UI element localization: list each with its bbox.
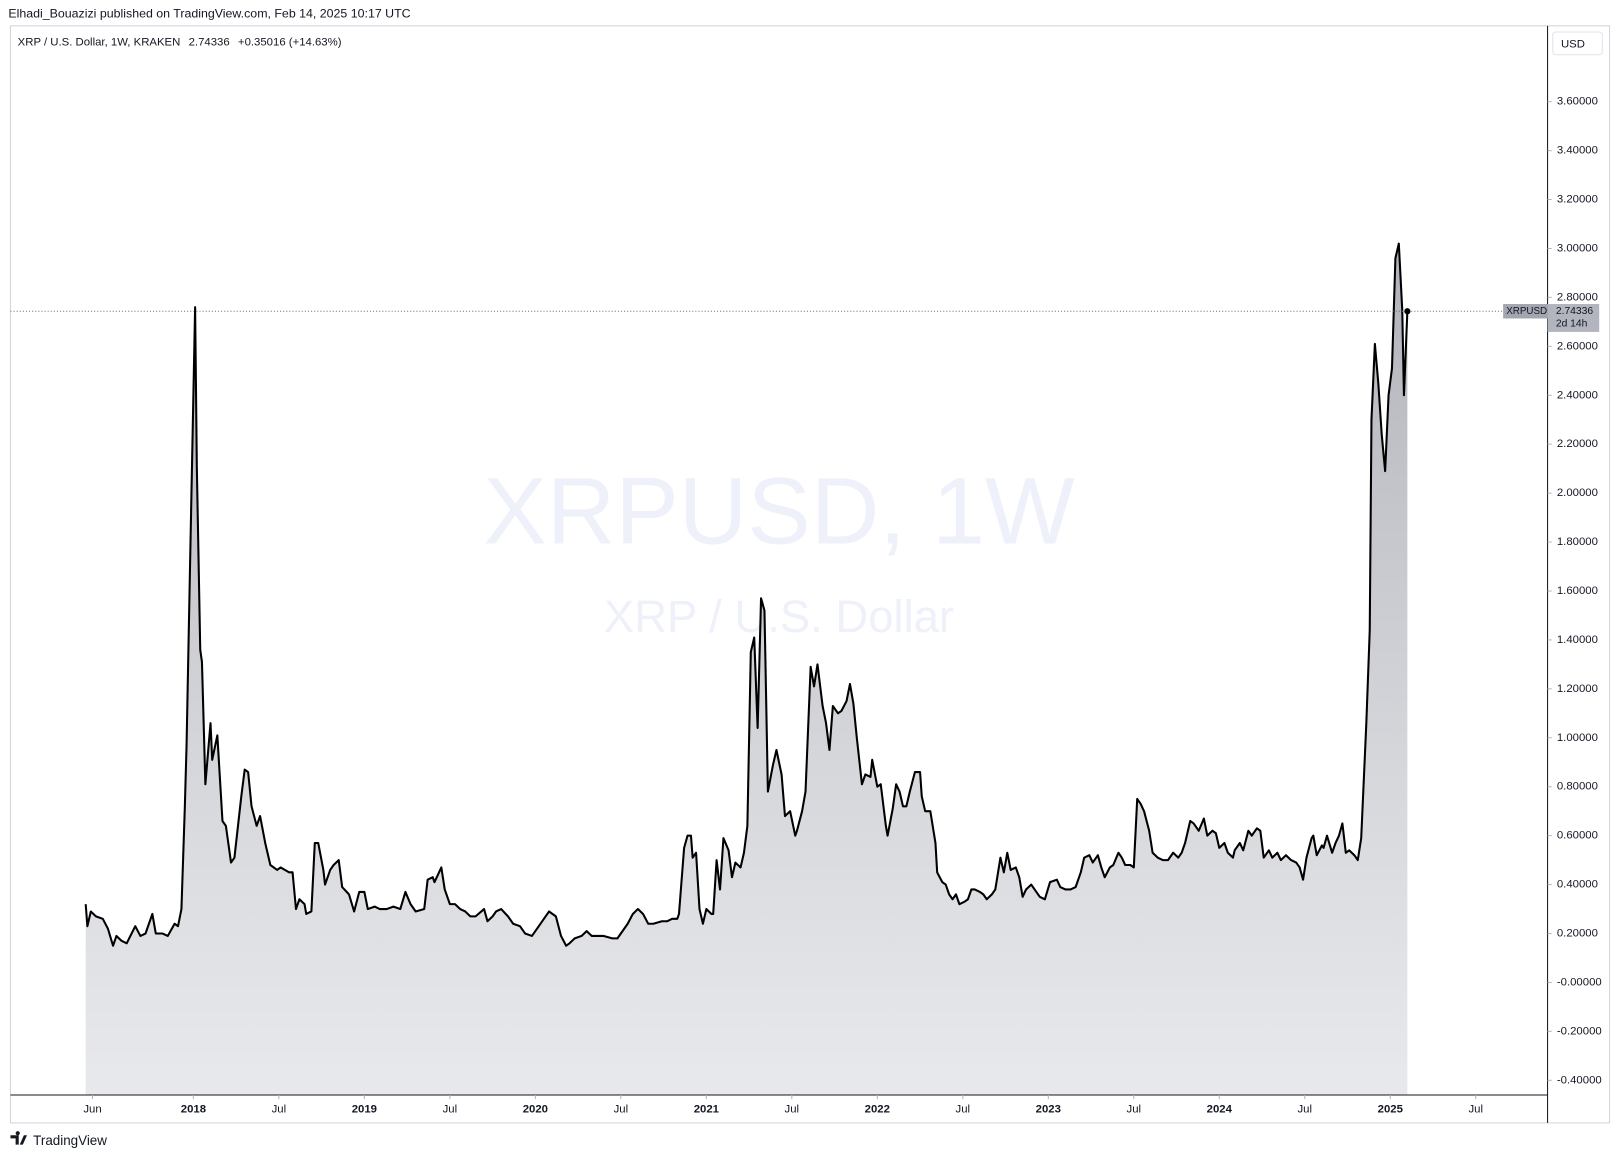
price-tag-value: 2.74336 xyxy=(1556,306,1594,317)
legend: XRP / U.S. Dollar, 1W, KRAKEN 2.74336 +0.3… xyxy=(18,36,342,48)
watermark-subtitle: XRP / U.S. Dollar xyxy=(604,591,954,642)
price-line xyxy=(84,242,1409,947)
x-tick-label: 2021 xyxy=(694,1103,719,1115)
y-tick-label: 1.60000 xyxy=(1557,585,1598,597)
logo-mark xyxy=(10,1131,27,1145)
y-tick-label: 0.20000 xyxy=(1557,928,1598,940)
x-tick-label: 2024 xyxy=(1207,1103,1233,1115)
publisher-header: Elhadi_Bouazizi published on TradingView… xyxy=(8,7,410,21)
y-tick-label: 1.20000 xyxy=(1557,683,1598,695)
x-tick-label: 2018 xyxy=(181,1103,206,1115)
y-tick-label: 2.40000 xyxy=(1557,389,1598,401)
y-tick-label: 1.80000 xyxy=(1557,536,1598,548)
currency-label[interactable]: USD xyxy=(1561,38,1585,50)
symbol-tag xyxy=(1503,304,1548,319)
y-tick-label: 1.40000 xyxy=(1557,634,1598,646)
chart-frame xyxy=(9,25,1611,1124)
x-tick-label: 2020 xyxy=(523,1103,548,1115)
x-tick-label: 2025 xyxy=(1378,1103,1403,1115)
y-tick-label: 2.20000 xyxy=(1557,438,1598,450)
y-tick-label: 3.40000 xyxy=(1557,145,1598,157)
x-tick-label: 2022 xyxy=(865,1103,890,1115)
y-tick-label: 2.00000 xyxy=(1557,487,1598,499)
currency-box[interactable] xyxy=(1552,31,1603,56)
y-tick-label: -0.40000 xyxy=(1557,1074,1602,1086)
tradingview-logo: TradingView xyxy=(10,1131,107,1148)
x-tick-label: 2023 xyxy=(1036,1103,1061,1115)
x-tick-label: 2019 xyxy=(352,1103,377,1115)
y-tick-label: 1.00000 xyxy=(1557,732,1598,744)
x-tick-label: Jul xyxy=(956,1103,971,1115)
watermark: XRPUSD, 1W xyxy=(483,459,1075,565)
x-tick-label: Jul xyxy=(1298,1103,1313,1115)
symbol-tag-label: XRPUSD xyxy=(1506,306,1547,317)
y-tick-label: 0.40000 xyxy=(1557,879,1598,891)
y-tick-label: 3.60000 xyxy=(1557,96,1598,108)
y-tick-label: 0.80000 xyxy=(1557,781,1598,793)
y-tick-label: -0.00000 xyxy=(1557,976,1602,988)
x-tick-label: Jun xyxy=(83,1103,101,1115)
price-tag xyxy=(1547,304,1600,332)
last-point xyxy=(1404,308,1411,315)
x-tick-label: Jul xyxy=(443,1103,458,1115)
last-value: 2.74336 xyxy=(189,36,230,48)
price-tag-countdown: 2d 14h xyxy=(1556,318,1588,329)
price-change: +0.35016 (+14.63%) xyxy=(238,36,342,48)
x-tick-label: Jul xyxy=(1127,1103,1142,1115)
symbol-title: XRP / U.S. Dollar, 1W, KRAKEN xyxy=(18,36,181,48)
x-tick-label: Jul xyxy=(614,1103,629,1115)
y-tick-label: -0.20000 xyxy=(1557,1025,1602,1037)
x-tick-label: Jul xyxy=(272,1103,287,1115)
footer-brand: TradingView xyxy=(33,1133,107,1148)
y-tick-label: 0.60000 xyxy=(1557,830,1598,842)
plot-area xyxy=(10,242,1548,1095)
y-tick-label: 3.20000 xyxy=(1557,194,1598,206)
y-tick-label: 2.60000 xyxy=(1557,340,1598,352)
x-tick-label: Jul xyxy=(1468,1103,1483,1115)
x-tick-label: Jul xyxy=(785,1103,800,1115)
y-tick-label: 3.00000 xyxy=(1557,242,1598,254)
y-tick-label: 2.80000 xyxy=(1557,291,1598,303)
area-fill xyxy=(85,243,1408,1095)
